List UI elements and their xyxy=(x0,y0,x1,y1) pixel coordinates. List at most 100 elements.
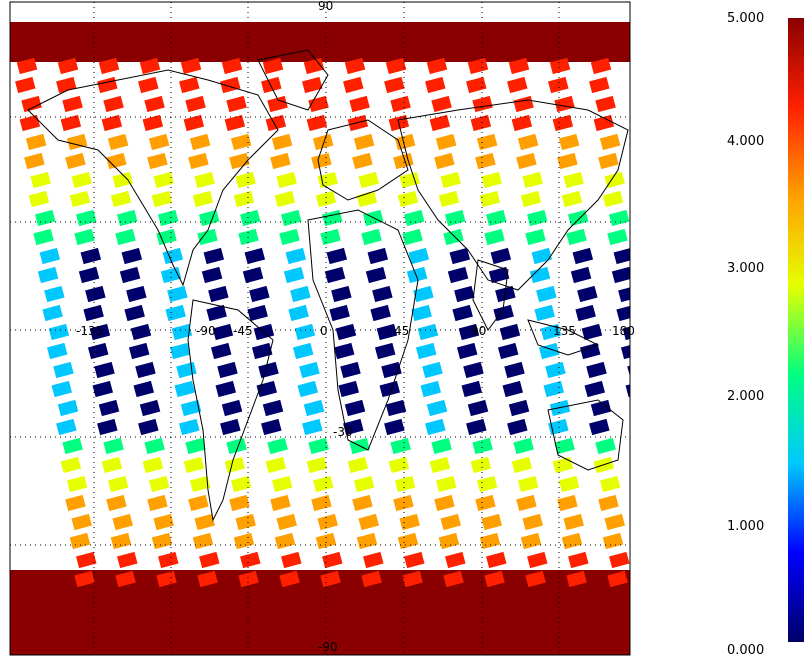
swath-cell xyxy=(393,152,414,170)
swath-cell xyxy=(194,171,215,189)
swath-cell xyxy=(183,114,205,132)
swath-cell xyxy=(581,323,603,341)
swath-cell xyxy=(226,95,247,113)
swath-cell xyxy=(312,475,334,493)
swath-cell xyxy=(30,171,51,189)
swath-cell xyxy=(258,361,279,379)
swath-cell xyxy=(586,361,607,379)
swath-cell xyxy=(48,323,70,341)
swath-cell xyxy=(235,513,256,531)
colorbar-tick-0: 0.000 xyxy=(727,643,765,658)
swath-cell xyxy=(549,57,571,75)
swath-cell xyxy=(199,551,220,569)
swath-cell xyxy=(299,361,320,379)
swath-cell xyxy=(543,380,565,398)
swath-cell xyxy=(97,418,118,436)
swath-cell xyxy=(372,285,393,303)
swath-cell xyxy=(358,171,379,189)
swath-cell xyxy=(443,570,464,588)
swath-cell xyxy=(472,437,493,455)
swath-cell xyxy=(513,437,534,455)
swath-cell xyxy=(180,57,202,75)
swath-cell xyxy=(476,475,498,493)
lat-label-bottom: -90 xyxy=(318,640,338,654)
swath-cell xyxy=(167,285,188,303)
swath-cell xyxy=(92,380,114,398)
swath-cell xyxy=(147,152,168,170)
swath-cell xyxy=(112,513,133,531)
swath-cell xyxy=(420,380,442,398)
swath-cell xyxy=(279,228,300,246)
swath-cell xyxy=(226,437,247,455)
swath-cell xyxy=(157,209,179,227)
swath-cell xyxy=(445,551,466,569)
swath-cell xyxy=(599,133,621,151)
swath-cell xyxy=(294,323,316,341)
swath-cell xyxy=(526,209,548,227)
swath-cell xyxy=(138,76,159,94)
swath-cell xyxy=(192,532,214,550)
swath-cell xyxy=(463,361,484,379)
swath-cell xyxy=(563,171,584,189)
swath-cell xyxy=(411,304,432,322)
swath-cell xyxy=(458,323,480,341)
swath-cell xyxy=(485,209,507,227)
swath-cell xyxy=(426,399,448,417)
swath-cell xyxy=(142,456,164,474)
swath-cell xyxy=(62,95,83,113)
swath-cell xyxy=(267,95,288,113)
swath-cell xyxy=(158,551,179,569)
swath-cell xyxy=(65,152,86,170)
swath-cell xyxy=(133,380,155,398)
polar-band xyxy=(10,22,630,62)
swath-cell xyxy=(283,266,305,284)
swath-cell xyxy=(51,380,73,398)
swath-cell xyxy=(429,456,451,474)
swath-cell xyxy=(449,247,471,265)
graticule xyxy=(10,2,630,655)
swath-cell xyxy=(589,418,610,436)
swath-cell xyxy=(470,456,492,474)
swath-cell xyxy=(115,570,136,588)
swath-cell xyxy=(331,285,352,303)
swath-cell xyxy=(609,551,630,569)
swath-cell xyxy=(101,114,123,132)
swath-cell xyxy=(404,551,425,569)
map-panel: 90 -90 -30 -135 -90 -45 0 45 90 135 180 xyxy=(8,0,636,661)
swath-cell xyxy=(185,437,206,455)
swath-cell xyxy=(520,190,542,208)
swath-cell xyxy=(251,342,273,360)
swath-cell xyxy=(247,304,268,322)
swath-cell xyxy=(595,437,616,455)
swath-cell xyxy=(429,114,451,132)
swath-cell xyxy=(311,152,332,170)
swath-cell xyxy=(169,342,191,360)
swath-cell xyxy=(536,285,557,303)
swath-cell xyxy=(593,114,615,132)
colorbar-tick-2: 2.000 xyxy=(727,389,765,404)
swath-cell xyxy=(488,266,510,284)
swath-cell xyxy=(431,95,452,113)
swath-cell xyxy=(384,76,405,94)
swath-cell xyxy=(554,437,575,455)
swath-cell xyxy=(385,399,407,417)
swath-cell xyxy=(393,494,414,512)
swath-cell xyxy=(15,76,36,94)
swath-cell xyxy=(590,399,612,417)
colorbar-tick-5: 5.000 xyxy=(727,11,765,26)
swath-cell xyxy=(438,190,460,208)
swath-cell xyxy=(208,285,229,303)
swath-cell xyxy=(557,152,578,170)
swath-cell xyxy=(60,456,82,474)
swath-cell xyxy=(98,57,120,75)
swath-cell xyxy=(558,475,580,493)
swath-cell xyxy=(472,95,493,113)
swath-cell xyxy=(454,285,475,303)
swath-cell xyxy=(302,76,323,94)
swath-cell xyxy=(279,570,300,588)
swath-cell xyxy=(312,133,334,151)
lon-label-0: -135 xyxy=(76,324,103,338)
swath-cell xyxy=(233,532,255,550)
swath-cell xyxy=(240,551,261,569)
swath-cell xyxy=(262,57,284,75)
